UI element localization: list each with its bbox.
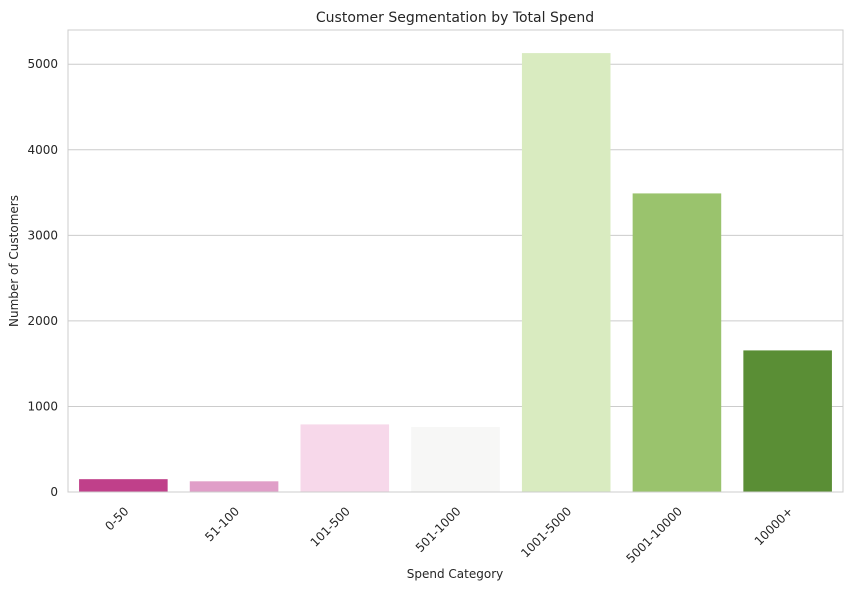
y-axis-label: Number of Customers: [7, 195, 21, 327]
bar-101-500: [300, 424, 390, 492]
bar-51-100: [189, 481, 279, 492]
y-tick-label: 1000: [27, 399, 58, 413]
chart-title: Customer Segmentation by Total Spend: [316, 10, 594, 26]
y-tick-label: 5000: [27, 57, 58, 71]
y-tick-labels: 0 1000 2000 3000 4000 5000: [27, 57, 58, 499]
plot-frame: [67, 29, 844, 493]
bars: [79, 53, 832, 492]
y-tick-label: 0: [50, 485, 58, 499]
bar-10000+: [743, 350, 832, 492]
bar-5001-10000: [632, 193, 722, 492]
bar-501-1000: [411, 426, 500, 492]
x-axis-label: Spend Category: [407, 567, 503, 581]
bar-1001-5000: [521, 53, 611, 492]
y-tick-label: 4000: [27, 143, 58, 157]
y-tick-label: 3000: [27, 228, 58, 242]
bar-0-50: [79, 479, 168, 492]
y-tick-label: 2000: [27, 314, 58, 328]
